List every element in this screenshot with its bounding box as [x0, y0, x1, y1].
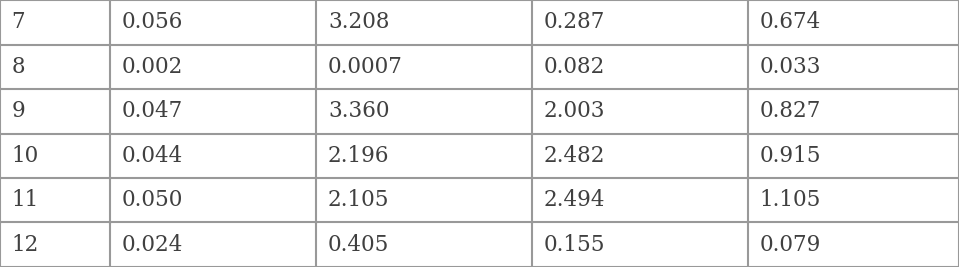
- Text: 1.105: 1.105: [760, 189, 821, 211]
- Text: 8: 8: [12, 56, 25, 78]
- Text: 0.033: 0.033: [760, 56, 821, 78]
- Text: 11: 11: [12, 189, 38, 211]
- Text: 3.360: 3.360: [328, 100, 389, 122]
- Text: 0.915: 0.915: [760, 145, 821, 167]
- Text: 7: 7: [12, 11, 25, 33]
- Text: 12: 12: [12, 234, 39, 256]
- Text: 0.044: 0.044: [122, 145, 183, 167]
- Text: 10: 10: [12, 145, 38, 167]
- Text: 0.002: 0.002: [122, 56, 183, 78]
- Text: 0.0007: 0.0007: [328, 56, 403, 78]
- Text: 0.024: 0.024: [122, 234, 183, 256]
- Text: 0.287: 0.287: [544, 11, 605, 33]
- Text: 2.196: 2.196: [328, 145, 389, 167]
- Text: 2.482: 2.482: [544, 145, 605, 167]
- Text: 0.827: 0.827: [760, 100, 821, 122]
- Text: 0.047: 0.047: [122, 100, 183, 122]
- Text: 0.079: 0.079: [760, 234, 821, 256]
- Text: 0.082: 0.082: [544, 56, 605, 78]
- Text: 0.056: 0.056: [122, 11, 183, 33]
- Text: 2.003: 2.003: [544, 100, 605, 122]
- Text: 0.674: 0.674: [760, 11, 821, 33]
- Text: 0.155: 0.155: [544, 234, 605, 256]
- Text: 3.208: 3.208: [328, 11, 389, 33]
- Text: 0.405: 0.405: [328, 234, 389, 256]
- Text: 0.050: 0.050: [122, 189, 183, 211]
- Text: 9: 9: [12, 100, 25, 122]
- Text: 2.105: 2.105: [328, 189, 389, 211]
- Text: 2.494: 2.494: [544, 189, 605, 211]
